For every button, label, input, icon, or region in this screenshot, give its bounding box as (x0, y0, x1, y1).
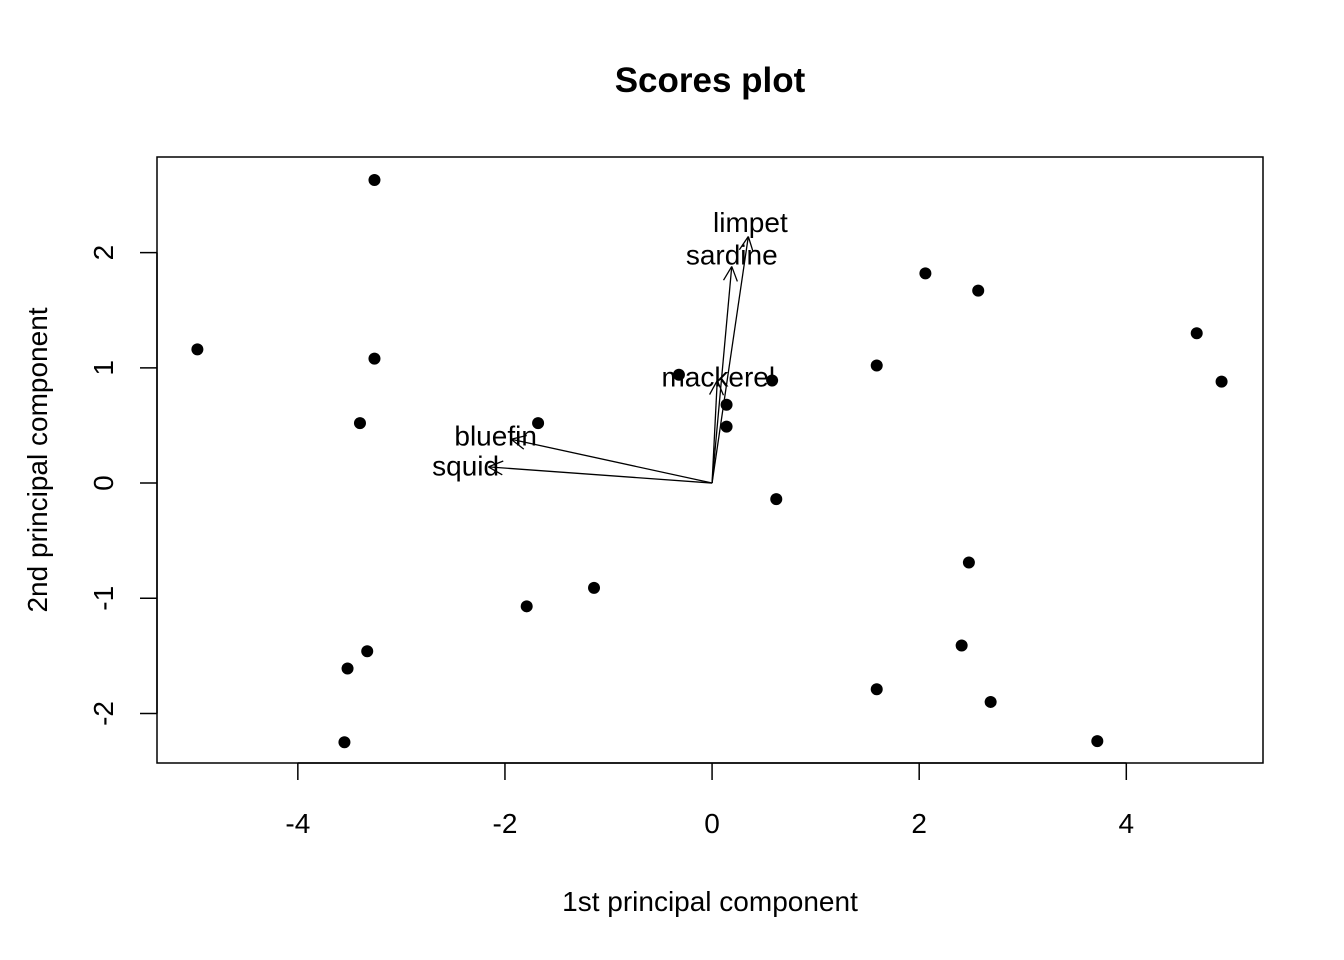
x-tick-label: 4 (1119, 808, 1135, 839)
x-tick-label: -4 (285, 808, 310, 839)
x-axis-label: 1st principal component (562, 886, 858, 917)
loading-arrow-bluefin (511, 438, 713, 484)
chart-title: Scores plot (615, 61, 806, 100)
score-point (361, 645, 374, 658)
score-point (588, 581, 601, 594)
score-point (870, 683, 883, 696)
score-point (353, 417, 366, 430)
score-point (672, 368, 685, 381)
score-point (720, 398, 733, 411)
x-axis: -4 -2 0 2 4 (285, 762, 1135, 839)
loading-arrowhead-squid (488, 460, 504, 468)
loading-arrow-sardine (711, 266, 733, 484)
score-point (338, 736, 351, 749)
score-point (770, 493, 783, 506)
y-tick-label: -2 (88, 701, 119, 726)
loading-arrowhead-limpet (747, 236, 754, 252)
y-axis: -2 -1 0 1 2 (88, 245, 158, 726)
y-axis-label: 2nd principal component (22, 307, 53, 612)
loading-arrowhead-mackerel (709, 380, 718, 395)
loading-label-squid: squid (432, 450, 499, 481)
loading-arrows (488, 236, 754, 484)
y-tick-label: 0 (88, 475, 119, 491)
score-points (191, 174, 1228, 749)
x-tick-label: 2 (911, 808, 927, 839)
loading-arrowhead-bluefin (511, 434, 527, 440)
score-point (1215, 375, 1228, 388)
loading-arrowhead-mackerel (716, 380, 725, 396)
score-point (870, 359, 883, 372)
score-point (972, 284, 985, 297)
y-tick-label: 1 (88, 360, 119, 376)
x-tick-label: -2 (493, 808, 518, 839)
loading-arrowhead-limpet (738, 236, 749, 251)
score-point (720, 420, 733, 433)
loading-arrow-mackerel (711, 380, 718, 484)
score-point (341, 662, 354, 675)
score-point (532, 417, 545, 430)
y-tick-label: -1 (88, 586, 119, 611)
score-point (766, 374, 779, 387)
loading-label-limpet: limpet (713, 207, 788, 238)
loading-arrowhead-sardine (731, 266, 738, 282)
loading-label-bluefin: bluefin (454, 420, 537, 451)
x-tick-label: 0 (704, 808, 720, 839)
loading-arrow-squid (488, 466, 713, 484)
loading-label-mackerel: mackerel (661, 362, 775, 393)
loading-arrowhead-bluefin (510, 438, 525, 450)
loading-arrowhead-sardine (722, 266, 733, 281)
score-point (1190, 327, 1203, 340)
score-point (520, 600, 533, 613)
score-point (919, 267, 932, 280)
loading-arrow-limpet (711, 236, 749, 484)
score-point (955, 639, 968, 652)
loading-arrowhead-squid (488, 466, 503, 476)
score-point (368, 352, 381, 365)
score-point (984, 695, 997, 708)
score-point (191, 343, 204, 356)
loading-label-sardine: sardine (686, 239, 778, 270)
score-point (962, 556, 975, 569)
score-point (368, 174, 381, 187)
score-point (1091, 735, 1104, 748)
y-tick-label: 2 (88, 245, 119, 261)
